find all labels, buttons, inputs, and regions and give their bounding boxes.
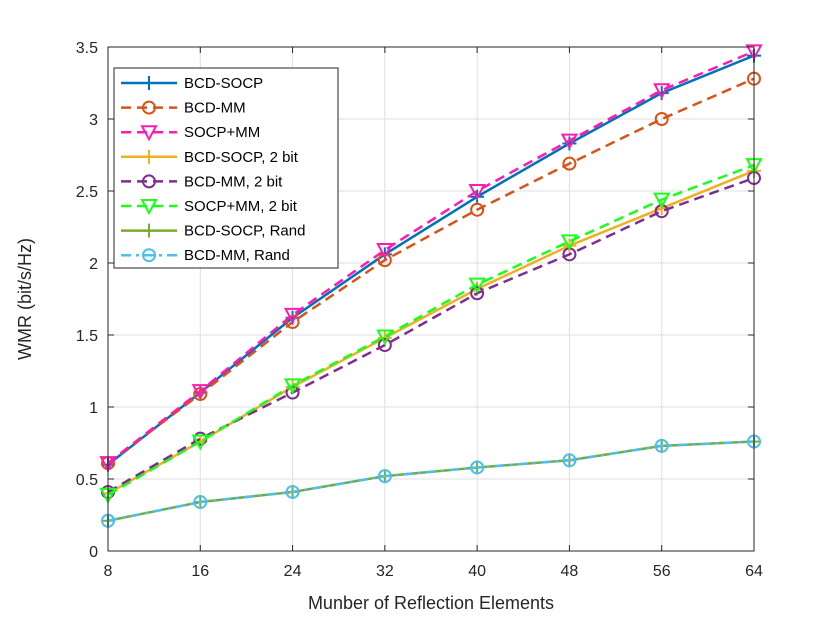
data-point — [191, 384, 209, 401]
data-point — [654, 112, 669, 126]
x-tick-label: 64 — [745, 563, 763, 580]
legend-entry: BCD-MM, Rand — [121, 247, 290, 264]
legend-marker — [142, 100, 156, 115]
data-point — [562, 453, 577, 468]
data-point — [468, 184, 486, 201]
y-tick-label: 0.5 — [76, 472, 98, 489]
data-point — [562, 156, 577, 171]
series-3 — [99, 44, 763, 473]
y-tick-label: 3 — [89, 112, 98, 129]
data-point — [191, 434, 209, 451]
legend-marker — [142, 223, 156, 238]
data-point — [193, 495, 208, 510]
legend-label: BCD-MM, 2 bit — [184, 173, 283, 190]
legend-entry: BCD-SOCP — [121, 75, 263, 92]
data-point — [285, 315, 300, 330]
plot-frame — [107, 46, 755, 552]
x-axis-title: Munber of Reflection Elements — [308, 593, 554, 613]
y-tick-label: 2 — [89, 256, 98, 273]
data-point — [560, 234, 579, 251]
legend-label: SOCP+MM, 2 bit — [184, 198, 298, 215]
series-line — [107, 50, 755, 465]
legend-label: BCD-SOCP, Rand — [184, 223, 305, 240]
x-tick-label: 16 — [191, 563, 209, 580]
legend-entry: BCD-SOCP, 2 bit — [121, 149, 299, 166]
x-tick-labels: 8 16 24 32 40 48 56 64 — [104, 563, 763, 580]
x-tick-label: 32 — [376, 563, 394, 580]
legend-entry: BCD-MM, 2 bit — [121, 173, 283, 190]
y-axis-title: WMR (bit/s/Hz) — [15, 238, 35, 360]
legend-label: SOCP+MM — [184, 124, 260, 141]
data-point — [377, 338, 392, 353]
data-point — [468, 277, 486, 294]
legend-marker — [142, 248, 156, 263]
data-point — [377, 253, 392, 268]
x-tick-label: 24 — [284, 563, 302, 580]
y-tick-label: 2.5 — [76, 184, 98, 201]
legend-entry: BCD-SOCP, Rand — [121, 223, 305, 240]
data-point — [654, 438, 669, 453]
legend-entry: SOCP+MM, 2 bit — [121, 198, 298, 216]
series-line — [107, 54, 755, 466]
data-point — [470, 202, 485, 217]
y-tick-label: 3.5 — [76, 40, 98, 57]
y-tick-labels: 0 0.5 1 1.5 2 2.5 3 3.5 — [76, 40, 98, 561]
legend: BCD-SOCP BCD-MM SOCP+MM BCD-SOCP, 2 bit BCD-… — [113, 67, 339, 269]
data-point — [376, 329, 394, 346]
data-point — [376, 243, 394, 260]
legend-label: BCD-SOCP, 2 bit — [184, 149, 299, 166]
y-tick-label: 0 — [89, 544, 98, 561]
legend-marker — [142, 76, 156, 90]
data-point — [285, 484, 300, 499]
series-line — [107, 169, 755, 495]
legend-marker — [140, 125, 158, 142]
series-6 — [99, 158, 763, 504]
data-point — [470, 460, 485, 475]
data-point — [377, 469, 392, 484]
series-line — [107, 77, 755, 465]
legend-label: BCD-SOCP — [184, 75, 263, 92]
axis-ticks — [107, 46, 755, 552]
x-tick-label: 40 — [468, 563, 486, 580]
legend-entry: SOCP+MM — [121, 124, 260, 142]
data-point — [283, 378, 302, 395]
x-tick-label: 8 — [104, 563, 113, 580]
x-tick-label: 48 — [561, 563, 579, 580]
legend-marker — [142, 149, 156, 164]
legend-entry: BCD-MM — [121, 100, 246, 117]
data-point — [745, 44, 763, 61]
data-point — [653, 192, 671, 209]
data-point — [283, 307, 302, 324]
y-tick-label: 1 — [89, 400, 98, 417]
series-line — [107, 440, 755, 522]
data-point — [653, 83, 671, 100]
legend-label: BCD-MM, Rand — [184, 247, 290, 264]
y-tick-label: 1.5 — [76, 328, 98, 345]
legend-marker — [140, 199, 158, 216]
series-line — [107, 163, 755, 496]
legend-label: BCD-MM — [184, 100, 246, 117]
data-point — [470, 286, 485, 301]
data-point — [560, 133, 579, 150]
legend-marker — [142, 174, 156, 189]
x-tick-label: 56 — [653, 563, 671, 580]
